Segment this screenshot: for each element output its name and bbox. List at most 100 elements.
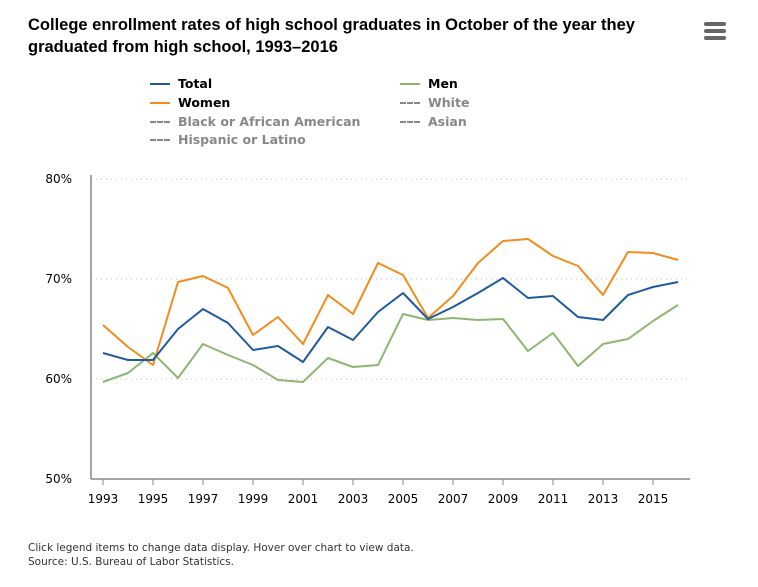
data-point-women <box>350 311 356 317</box>
data-point-men <box>175 375 181 381</box>
data-point-women <box>500 238 506 244</box>
x-tick-label: 2007 <box>438 492 469 506</box>
data-point-men <box>650 318 656 324</box>
legend-swatch <box>150 138 170 141</box>
data-point-total <box>275 343 281 349</box>
data-point-men <box>525 348 531 354</box>
data-point-men <box>575 363 581 369</box>
data-point-total <box>325 324 331 330</box>
legend-swatch <box>150 82 170 85</box>
data-point-women <box>225 285 231 291</box>
data-point-total <box>675 279 681 285</box>
legend-label: Men <box>428 76 458 91</box>
data-point-men <box>675 302 681 308</box>
data-point-women <box>325 292 331 298</box>
legend-swatch <box>400 120 420 123</box>
legend-item-black-or-african-american[interactable]: Black or African American <box>150 114 360 129</box>
data-point-total <box>600 317 606 323</box>
x-tick-label: 2015 <box>638 492 669 506</box>
data-point-total <box>450 304 456 310</box>
data-point-women <box>200 273 206 279</box>
legend-swatch <box>400 82 420 85</box>
legend-item-asian[interactable]: Asian <box>400 114 467 129</box>
legend-label: Black or African American <box>178 114 361 129</box>
data-point-women <box>625 249 631 255</box>
x-tick-label: 1999 <box>238 492 269 506</box>
data-point-men <box>275 377 281 383</box>
data-point-total <box>200 306 206 312</box>
series-line-total <box>102 277 679 363</box>
data-point-women <box>575 263 581 269</box>
legend-item-women[interactable]: Women <box>150 95 230 110</box>
x-tick-label: 1995 <box>138 492 169 506</box>
footer-source: Source: U.S. Bureau of Labor Statistics. <box>28 556 234 568</box>
x-tick-label: 2009 <box>488 492 519 506</box>
legend-item-hispanic-or-latino[interactable]: Hispanic or Latino <box>150 132 306 147</box>
data-point-total <box>250 347 256 353</box>
x-tick-label: 2011 <box>538 492 569 506</box>
data-point-women <box>675 257 681 263</box>
data-point-men <box>400 311 406 317</box>
data-point-men <box>300 379 306 385</box>
data-point-total <box>400 290 406 296</box>
data-point-women <box>525 236 531 242</box>
y-tick-label: 50% <box>45 472 72 486</box>
x-tick-label: 2005 <box>388 492 419 506</box>
data-point-total <box>625 292 631 298</box>
data-point-total <box>175 326 181 332</box>
data-point-men <box>450 315 456 321</box>
data-point-total <box>150 357 156 363</box>
data-point-men <box>250 362 256 368</box>
data-point-total <box>375 309 381 315</box>
plot-area[interactable]: 50% 60% 70% 80% 1993 1995 1997 1999 2001 2003 2005… <box>0 0 758 530</box>
legend-label: Hispanic or Latino <box>178 132 306 147</box>
data-point-total <box>100 350 106 356</box>
data-point-men <box>500 316 506 322</box>
data-point-women <box>600 292 606 298</box>
data-point-men <box>375 362 381 368</box>
x-tick-label: 2013 <box>588 492 619 506</box>
data-point-women <box>125 344 131 350</box>
data-point-women <box>400 272 406 278</box>
series-line-women <box>102 238 679 366</box>
data-point-men <box>125 370 131 376</box>
x-tick-label: 1997 <box>188 492 219 506</box>
data-point-total <box>550 293 556 299</box>
y-tick-label: 60% <box>45 372 72 386</box>
legend-label: Total <box>178 76 213 91</box>
data-point-women <box>100 322 106 328</box>
data-point-total <box>300 359 306 365</box>
x-tick-label: 2003 <box>338 492 369 506</box>
data-point-women <box>300 341 306 347</box>
data-point-women <box>450 293 456 299</box>
legend-label: Women <box>178 95 231 110</box>
data-point-men <box>325 355 331 361</box>
legend-item-white[interactable]: White <box>400 95 469 110</box>
chart-title: College enrollment rates of high school … <box>28 16 635 56</box>
data-point-total <box>475 290 481 296</box>
series-line-men <box>102 304 679 383</box>
x-tick-label: 2001 <box>288 492 319 506</box>
legend-item-men[interactable]: Men <box>400 76 458 91</box>
legend-swatch <box>400 101 420 104</box>
footer-note: Click legend items to change data displa… <box>28 542 414 554</box>
data-point-total <box>350 337 356 343</box>
data-point-women <box>275 314 281 320</box>
data-point-women <box>475 260 481 266</box>
legend-swatch <box>150 120 170 123</box>
x-tick-label: 1993 <box>88 492 119 506</box>
data-point-total <box>525 295 531 301</box>
data-point-women <box>650 250 656 256</box>
legend-label: Asian <box>428 114 467 129</box>
data-point-total <box>575 314 581 320</box>
data-point-men <box>100 379 106 385</box>
data-point-men <box>625 336 631 342</box>
data-point-men <box>350 364 356 370</box>
data-point-total <box>650 284 656 290</box>
data-point-total <box>125 357 131 363</box>
data-point-total <box>425 316 431 322</box>
legend-item-total[interactable]: Total <box>150 76 212 91</box>
y-tick-label: 70% <box>45 272 72 286</box>
hamburger-menu-icon[interactable] <box>704 22 726 40</box>
